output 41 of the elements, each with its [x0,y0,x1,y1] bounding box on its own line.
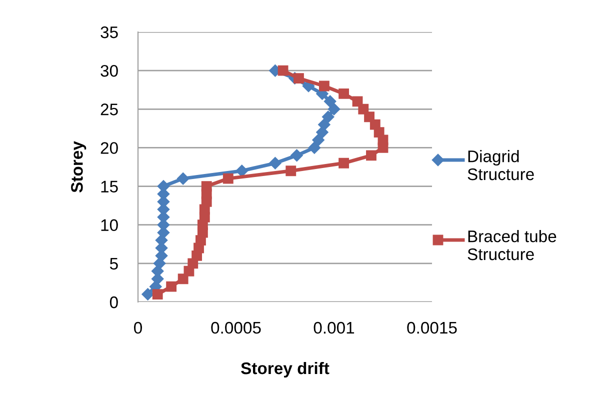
point [294,73,304,84]
x-tick-label: 0 [134,322,142,334]
y-tick-label: 25 [100,104,118,116]
point [142,288,154,300]
point [328,103,340,116]
y-tick-label: 30 [100,64,118,77]
legend-label: Braced tube Structure [468,230,556,260]
x-tick-label: 0.0005 [211,322,261,334]
point [201,181,212,192]
point [312,134,324,146]
point [322,110,334,123]
y-tick-label: 10 [101,219,118,232]
point [222,173,234,184]
point [290,149,303,162]
x-tick-label: 0.0015 [407,322,457,334]
point [338,88,350,99]
point [318,118,330,131]
point [176,172,190,185]
y-tick-label: 0 [110,296,118,308]
y-axis-title: Storey [71,141,86,192]
point [286,166,296,176]
y-tick-label: 5 [110,258,118,270]
point [278,65,288,76]
point [352,96,363,107]
point [166,281,177,292]
y-tick-label: 15 [101,180,118,192]
point [324,95,336,108]
point [152,289,163,300]
legend-label: Diagrid Structure [468,150,534,180]
point [269,157,282,170]
x-axis-title: Storey drift [241,362,330,378]
point [358,104,369,114]
point [236,164,248,177]
point [308,142,320,154]
point [338,158,350,168]
point [318,80,330,92]
y-tick-label: 35 [100,26,118,38]
point [370,119,380,130]
y-tick-label: 20 [100,142,118,154]
point [366,150,376,161]
x-tick-label: 0.001 [314,322,354,334]
